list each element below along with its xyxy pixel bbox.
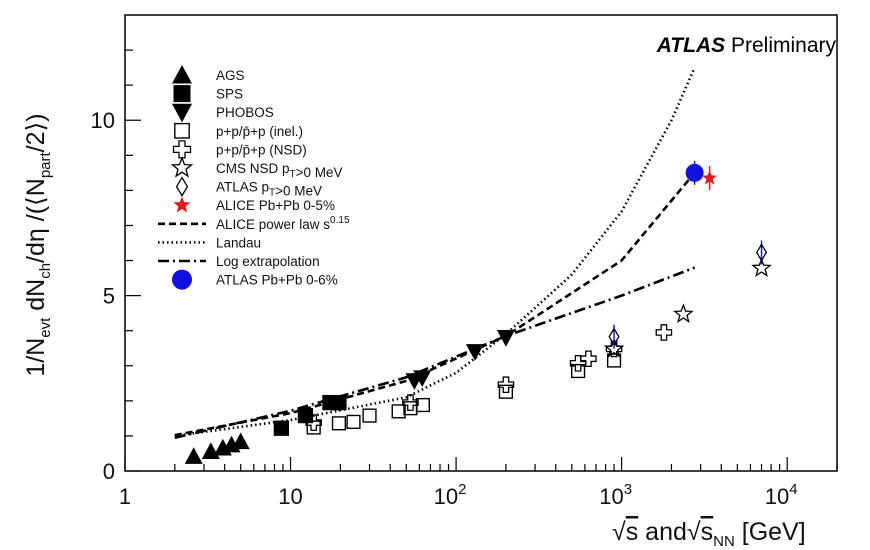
data-point (496, 330, 515, 347)
x-tick-label: 103 (599, 481, 632, 509)
legend-label: AGS (216, 68, 245, 83)
data-point (331, 416, 347, 431)
legend-label: p+p/p̄+p (inel.) (216, 124, 303, 139)
data-point (751, 257, 772, 278)
data-point (465, 344, 484, 361)
legend-marker (172, 65, 192, 84)
data-point (402, 394, 419, 411)
svg-text:√s and√sNN [GeV]: √s and√sNN [GeV] (612, 518, 806, 550)
x-axis-title: √s and√sNN [GeV] (612, 518, 806, 550)
data-point (685, 163, 704, 182)
legend-marker (175, 176, 189, 197)
data-point (569, 355, 587, 372)
data-point (755, 243, 768, 262)
data-point (306, 420, 321, 435)
data-point (391, 404, 406, 419)
legend-marker (172, 140, 192, 159)
data-point (606, 353, 622, 368)
data-point (184, 447, 203, 464)
curve (174, 171, 696, 437)
legend-marker (172, 103, 192, 123)
legend-label: p+p/p̄+p (NSD) (216, 142, 307, 157)
data-point (362, 408, 377, 423)
legend-marker (172, 269, 192, 290)
legend-label: ATLAS Pb+Pb 0-6% (216, 273, 338, 288)
data-point (571, 363, 586, 379)
y-tick-label: 5 (103, 284, 115, 309)
data-point (498, 384, 514, 399)
data-point (580, 350, 597, 368)
data-point (413, 370, 432, 388)
data-point (403, 401, 418, 416)
axes: 1 10 102 103 104 0 5 10 (91, 49, 838, 509)
data-point (497, 376, 515, 394)
data-points (184, 160, 772, 464)
data-point (305, 414, 322, 431)
legend-label: ALICE power law s0.15 (216, 215, 350, 232)
data-point (231, 432, 250, 450)
curve (174, 266, 696, 439)
curves (174, 67, 696, 439)
y-axis-title: 1/Nevt dNch/dη /(⟨Npart/2⟩) (22, 113, 54, 376)
legend-label: ALICE Pb+Pb 0-5% (216, 198, 335, 213)
legend-marker (173, 196, 191, 213)
legend-marker (174, 122, 190, 139)
legend-marker (170, 156, 194, 178)
data-point (329, 394, 348, 412)
x-tick-label: 102 (434, 481, 467, 509)
legend-label: CMS NSD pT>0 MeV (216, 161, 343, 180)
plot-frame (124, 14, 838, 472)
legend-label: ATLAS pT>0 MeV (216, 180, 322, 199)
y-tick-label: 10 (91, 108, 115, 133)
data-point (346, 414, 361, 429)
data-point (603, 338, 625, 358)
x-tick-label: 104 (765, 481, 798, 509)
legend-label: SPS (216, 87, 243, 102)
legend-marker (173, 85, 191, 103)
data-point (273, 420, 290, 436)
x-tick-label: 1 (119, 484, 131, 509)
y-tick-label: 0 (103, 459, 115, 484)
x-tick-label: 10 (278, 484, 302, 509)
legend-label: PHOBOS (216, 105, 274, 120)
data-point (673, 303, 694, 324)
atlas-label: ATLAS Preliminary (656, 34, 837, 57)
svg-text:1/Nevt dNch/dη /(⟨Npart/2⟩): 1/Nevt dNch/dη /(⟨Npart/2⟩) (22, 113, 54, 376)
data-point (702, 170, 718, 185)
legend-label: Log extrapolation (216, 254, 320, 269)
legend: AGS SPS PHOBOS p+p/p̄+p (inel.) p+p/p̄+p (NS… (158, 65, 350, 290)
data-point (655, 324, 673, 341)
data-point (608, 327, 620, 346)
legend-label: Landau (216, 235, 261, 250)
